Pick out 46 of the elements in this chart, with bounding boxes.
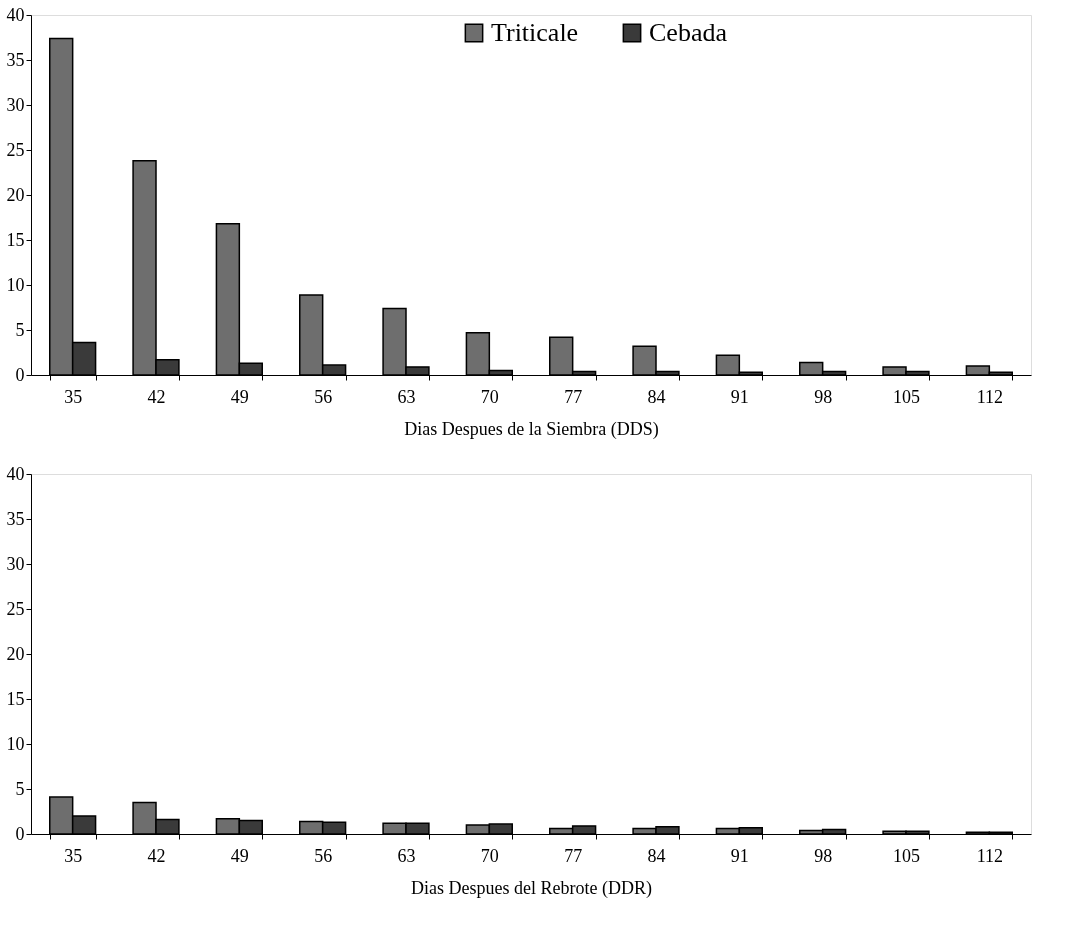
x-tick-label: 70 bbox=[480, 386, 499, 407]
x-tick-label: 42 bbox=[147, 845, 166, 866]
x-tick-label: 91 bbox=[730, 845, 749, 866]
legend-label: Triticale bbox=[491, 18, 579, 47]
x-tick-label: 112 bbox=[976, 845, 1004, 866]
x-tick-label: 35 bbox=[64, 845, 83, 866]
y-tick-label: 35 bbox=[6, 49, 25, 70]
y-tick-label: 35 bbox=[6, 508, 25, 529]
x-tick-label: 77 bbox=[564, 386, 583, 407]
y-tick-label: 40 bbox=[6, 4, 25, 25]
x-tick-label: 84 bbox=[647, 845, 666, 866]
x-tick-label: 77 bbox=[564, 845, 583, 866]
y-tick-label: 30 bbox=[6, 553, 25, 574]
x-tick-label: 35 bbox=[64, 386, 83, 407]
x-axis-title: Dias Despues de la Siembra (DDS) bbox=[404, 418, 659, 440]
y-tick-label: 40 bbox=[6, 463, 25, 484]
x-tick-label: 63 bbox=[397, 845, 416, 866]
x-tick-label: 56 bbox=[314, 386, 333, 407]
y-tick-label: 0 bbox=[15, 364, 25, 385]
y-tick-label: 15 bbox=[6, 688, 25, 709]
x-tick-label: 42 bbox=[147, 386, 166, 407]
y-tick-label: 0 bbox=[15, 823, 25, 844]
y-tick-label: 15 bbox=[6, 229, 25, 250]
y-tick-label: 5 bbox=[15, 319, 25, 340]
x-tick-label: 98 bbox=[814, 845, 833, 866]
legend-label: Cebada bbox=[649, 18, 728, 47]
x-tick-label: 49 bbox=[230, 386, 249, 407]
y-tick-label: 5 bbox=[15, 778, 25, 799]
y-tick-label: 30 bbox=[6, 94, 25, 115]
x-tick-label: 56 bbox=[314, 845, 333, 866]
y-tick-label: 20 bbox=[6, 184, 25, 205]
y-tick-label: 25 bbox=[6, 139, 25, 160]
y-tick-label: 25 bbox=[6, 598, 25, 619]
x-tick-label: 63 bbox=[397, 386, 416, 407]
x-axis-title: Dias Despues del Rebrote (DDR) bbox=[411, 877, 652, 899]
x-tick-label: 49 bbox=[230, 845, 249, 866]
y-tick-label: 20 bbox=[6, 643, 25, 664]
x-tick-label: 91 bbox=[730, 386, 749, 407]
x-tick-label: 70 bbox=[480, 845, 499, 866]
y-tick-label: 10 bbox=[6, 733, 25, 754]
x-tick-label: 105 bbox=[893, 845, 920, 866]
x-tick-label: 112 bbox=[976, 386, 1004, 407]
x-tick-label: 105 bbox=[893, 386, 920, 407]
y-tick-label: 10 bbox=[6, 274, 25, 295]
x-tick-label: 98 bbox=[814, 386, 833, 407]
x-tick-label: 84 bbox=[647, 386, 666, 407]
